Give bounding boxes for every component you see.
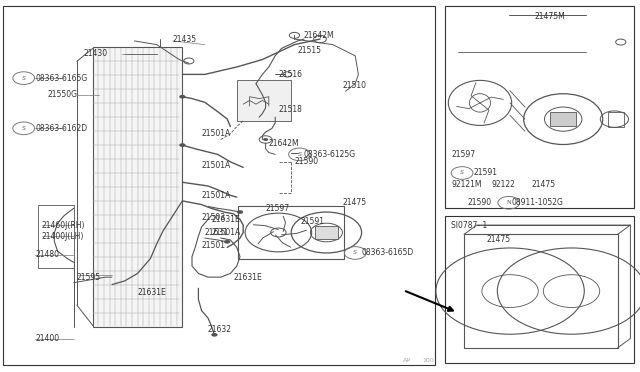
Bar (38, 205, 74, 268)
Text: 21501A: 21501A (202, 129, 231, 138)
Circle shape (263, 138, 268, 141)
Text: S: S (353, 250, 357, 256)
Bar (239, 206, 344, 259)
Text: 21631E: 21631E (211, 215, 240, 224)
Text: 21503: 21503 (202, 213, 226, 222)
Text: 21591: 21591 (474, 169, 498, 177)
Text: 21595: 21595 (77, 273, 101, 282)
Text: S: S (460, 170, 464, 176)
Text: S: S (22, 126, 26, 131)
Text: 21631: 21631 (205, 228, 229, 237)
Text: 21501: 21501 (202, 241, 226, 250)
Text: 08363-6165D: 08363-6165D (362, 248, 414, 257)
Bar (464, 234, 618, 348)
Bar (237, 80, 291, 121)
Bar (3, 6, 435, 365)
Text: 21597: 21597 (451, 150, 476, 159)
Text: 21632: 21632 (208, 325, 232, 334)
Text: 21475: 21475 (531, 180, 556, 189)
Text: 21475M: 21475M (534, 12, 565, 21)
Bar (315, 226, 338, 239)
Text: 21642M: 21642M (304, 31, 335, 40)
Text: AP: AP (403, 358, 411, 363)
Text: 21515: 21515 (298, 46, 322, 55)
Polygon shape (93, 46, 182, 327)
Text: 21501A: 21501A (202, 191, 231, 200)
Bar (608, 112, 624, 126)
Text: 21510: 21510 (342, 81, 367, 90)
Text: 21460J(RH): 21460J(RH) (42, 221, 85, 230)
Text: 21631E: 21631E (234, 273, 262, 282)
Bar (445, 6, 634, 208)
Text: 21597: 21597 (266, 204, 290, 213)
Text: 08363-6125G: 08363-6125G (304, 150, 356, 159)
Text: 92121M: 92121M (451, 180, 482, 189)
Text: SI0787- 1: SI0787- 1 (451, 221, 488, 230)
Text: 21590: 21590 (467, 198, 492, 207)
Text: 21550G: 21550G (48, 90, 78, 99)
Text: 21501A: 21501A (211, 228, 241, 237)
Circle shape (179, 95, 186, 99)
Text: 08911-1052G: 08911-1052G (512, 198, 564, 207)
Text: 21435: 21435 (173, 35, 197, 44)
Text: 21501A: 21501A (202, 161, 231, 170)
Text: 21430: 21430 (83, 49, 108, 58)
Text: 92122: 92122 (492, 180, 515, 189)
Bar (445, 216, 634, 363)
Text: 21400: 21400 (35, 334, 60, 343)
Text: 21400J(LH): 21400J(LH) (42, 232, 84, 241)
Text: 21642M: 21642M (269, 139, 300, 148)
Text: 21590: 21590 (294, 157, 319, 166)
Circle shape (211, 333, 218, 337)
Text: 21591: 21591 (301, 217, 324, 226)
Text: 21516: 21516 (278, 70, 302, 79)
Text: 21631E: 21631E (138, 288, 166, 296)
Text: 21480: 21480 (35, 250, 60, 259)
Text: 08363-6162D: 08363-6162D (35, 124, 87, 133)
Circle shape (224, 240, 230, 244)
Text: 08363-6165G: 08363-6165G (35, 74, 88, 83)
Bar (550, 112, 576, 126)
Text: S: S (22, 76, 26, 81)
Text: N: N (506, 200, 511, 205)
Text: 21518: 21518 (278, 105, 302, 114)
Text: 100: 100 (422, 358, 434, 363)
Circle shape (179, 143, 186, 147)
Text: S: S (298, 152, 301, 157)
Text: 21475: 21475 (486, 235, 511, 244)
Circle shape (237, 210, 243, 214)
Text: 21475: 21475 (342, 198, 367, 207)
